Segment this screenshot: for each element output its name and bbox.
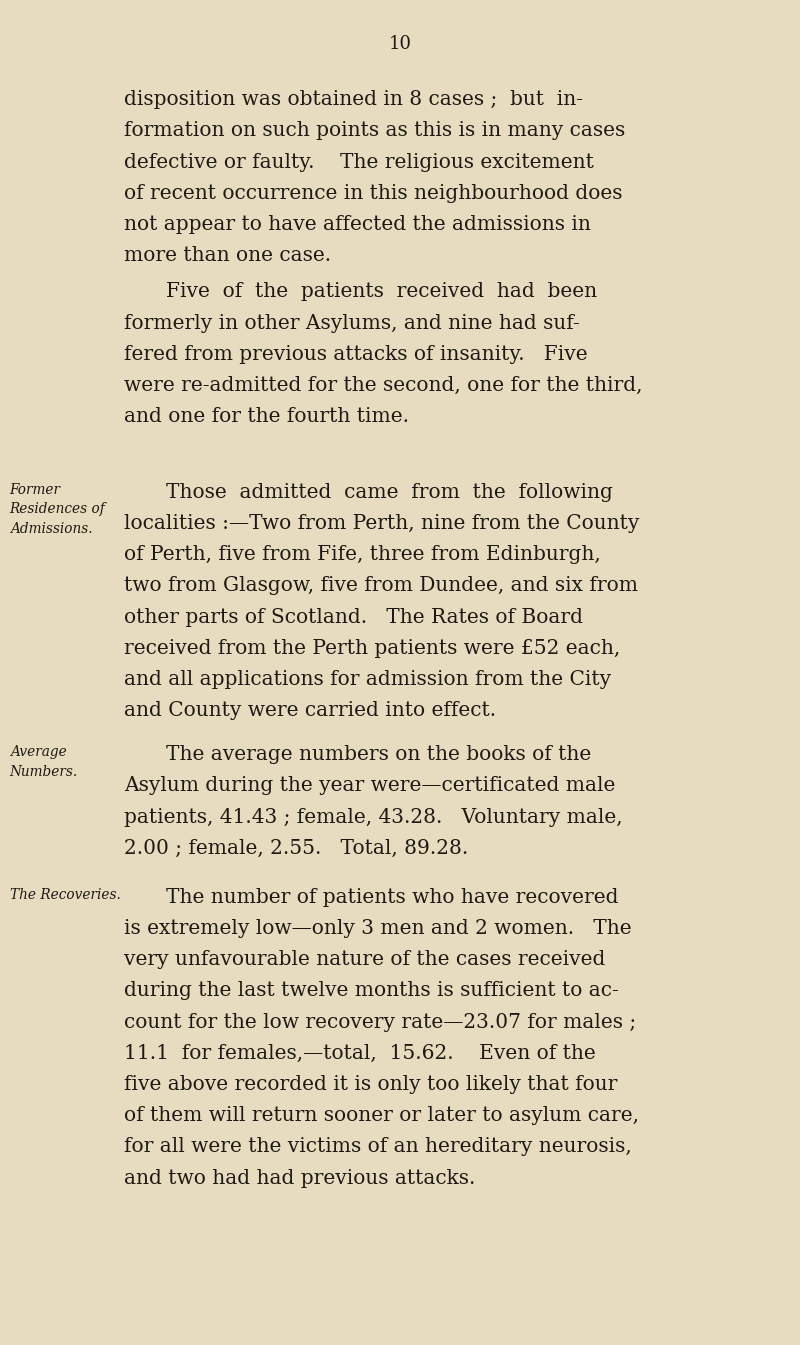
Text: localities :—Two from Perth, nine from the County: localities :—Two from Perth, nine from t… [124, 514, 639, 533]
Text: and one for the fourth time.: and one for the fourth time. [124, 408, 409, 426]
Text: and all applications for admission from the City: and all applications for admission from … [124, 670, 611, 689]
Text: were re-admitted for the second, one for the third,: were re-admitted for the second, one for… [124, 377, 642, 395]
Text: received from the Perth patients were £52 each,: received from the Perth patients were £5… [124, 639, 620, 658]
Text: 2.00 ; female, 2.55.   Total, 89.28.: 2.00 ; female, 2.55. Total, 89.28. [124, 839, 468, 858]
Text: 10: 10 [389, 35, 411, 52]
Text: of recent occurrence in this neighbourhood does: of recent occurrence in this neighbourho… [124, 184, 622, 203]
Text: other parts of Scotland.   The Rates of Board: other parts of Scotland. The Rates of Bo… [124, 608, 583, 627]
Text: count for the low recovery rate—23.07 for males ;: count for the low recovery rate—23.07 fo… [124, 1013, 636, 1032]
Text: more than one case.: more than one case. [124, 246, 331, 265]
Text: not appear to have affected the admissions in: not appear to have affected the admissio… [124, 215, 591, 234]
Text: five above recorded it is only too likely that four: five above recorded it is only too likel… [124, 1075, 618, 1093]
Text: The Recoveries.: The Recoveries. [10, 888, 121, 901]
Text: of them will return sooner or later to asylum care,: of them will return sooner or later to a… [124, 1106, 639, 1126]
Text: formation on such points as this is in many cases: formation on such points as this is in m… [124, 121, 626, 140]
Text: during the last twelve months is sufficient to ac-: during the last twelve months is suffici… [124, 982, 618, 1001]
Text: Five  of  the  patients  received  had  been: Five of the patients received had been [166, 282, 597, 301]
Text: The number of patients who have recovered: The number of patients who have recovere… [166, 888, 618, 907]
Text: Asylum during the year were—certificated male: Asylum during the year were—certificated… [124, 776, 615, 795]
Text: for all were the victims of an hereditary neurosis,: for all were the victims of an hereditar… [124, 1138, 632, 1157]
Text: of Perth, five from Fife, three from Edinburgh,: of Perth, five from Fife, three from Edi… [124, 545, 601, 565]
Text: and two had had previous attacks.: and two had had previous attacks. [124, 1169, 475, 1188]
Text: defective or faulty.    The religious excitement: defective or faulty. The religious excit… [124, 152, 594, 172]
Text: is extremely low—only 3 men and 2 women.   The: is extremely low—only 3 men and 2 women.… [124, 919, 632, 937]
Text: fered from previous attacks of insanity.   Five: fered from previous attacks of insanity.… [124, 344, 588, 364]
Text: The average numbers on the books of the: The average numbers on the books of the [166, 745, 591, 764]
Text: two from Glasgow, five from Dundee, and six from: two from Glasgow, five from Dundee, and … [124, 577, 638, 596]
Text: 11.1  for females,—total,  15.62.    Even of the: 11.1 for females,—total, 15.62. Even of … [124, 1044, 596, 1063]
Text: Average
Numbers.: Average Numbers. [10, 745, 78, 779]
Text: very unfavourable nature of the cases received: very unfavourable nature of the cases re… [124, 950, 606, 970]
Text: and County were carried into effect.: and County were carried into effect. [124, 701, 496, 721]
Text: patients, 41.43 ; female, 43.28.   Voluntary male,: patients, 41.43 ; female, 43.28. Volunta… [124, 807, 622, 827]
Text: formerly in other Asylums, and nine had suf-: formerly in other Asylums, and nine had … [124, 313, 580, 332]
Text: disposition was obtained in 8 cases ;  but  in-: disposition was obtained in 8 cases ; bu… [124, 90, 583, 109]
Text: Former
Residences of
Admissions.: Former Residences of Admissions. [10, 483, 106, 535]
Text: Those  admitted  came  from  the  following: Those admitted came from the following [166, 483, 613, 502]
